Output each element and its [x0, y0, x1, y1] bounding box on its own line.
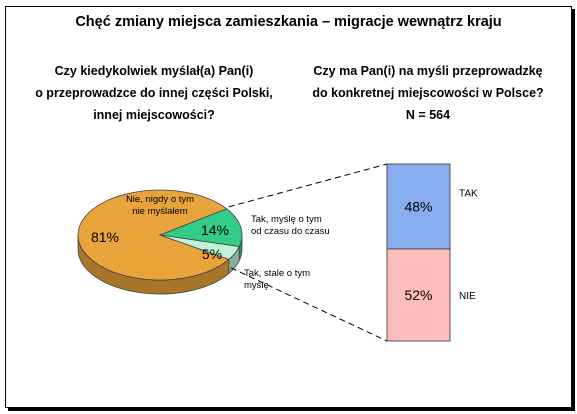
sample-size-label: N = 564 [405, 108, 451, 122]
bar-value-label-nie: 52% [404, 287, 432, 303]
question-right: Czy ma Pan(i) na myśli przeprowadzkę do … [292, 60, 564, 126]
pie-slice-constantly [159, 234, 240, 260]
pie-description-constantly: Tak, stale o tym myślę [244, 268, 310, 291]
pie-value-label-constantly: 5% [202, 246, 222, 262]
question-left-line-3: innej miejscowości? [93, 108, 215, 122]
connector-line-bottom [230, 267, 388, 342]
connector-line-top [228, 163, 388, 208]
pie-slice-sometimes [158, 208, 243, 247]
pie-value-label-never: 81% [91, 229, 119, 245]
question-left-line-2: o przeprowadzce do innej części Polski, [35, 86, 273, 100]
bar-category-label-tak: TAK [459, 188, 478, 199]
pie-slice-never [77, 189, 230, 281]
pie-value-label-sometimes: 14% [201, 222, 229, 238]
question-left: Czy kiedykolwiek myślał(a) Pan(i) o prze… [20, 60, 288, 126]
bar-segment-nie [386, 248, 451, 342]
bar-segment-tak [386, 163, 451, 250]
question-right-line-1: Czy ma Pan(i) na myśli przeprowadzkę [313, 64, 543, 78]
bar-category-label-nie: NIE [459, 291, 476, 302]
question-left-line-1: Czy kiedykolwiek myślał(a) Pan(i) [54, 64, 254, 78]
bar-value-label-tak: 48% [404, 198, 432, 214]
pie-chart: 81% Nie, nigdy o tym nie myślałem 14% Tak, m… [77, 189, 330, 295]
pie-description-sometimes: Tak, myślę o tym od czasu do czasu [251, 214, 330, 237]
pie-description-never: Nie, nigdy o tym nie myślałem [126, 194, 194, 217]
question-right-line-2: do konkretnej miejscowości w Polsce? [312, 86, 544, 100]
stacked-bar-chart: 48% TAK 52% NIE [228, 163, 478, 342]
chart-title: Chęć zmiany miejsca zamieszkania – migra… [75, 14, 502, 30]
